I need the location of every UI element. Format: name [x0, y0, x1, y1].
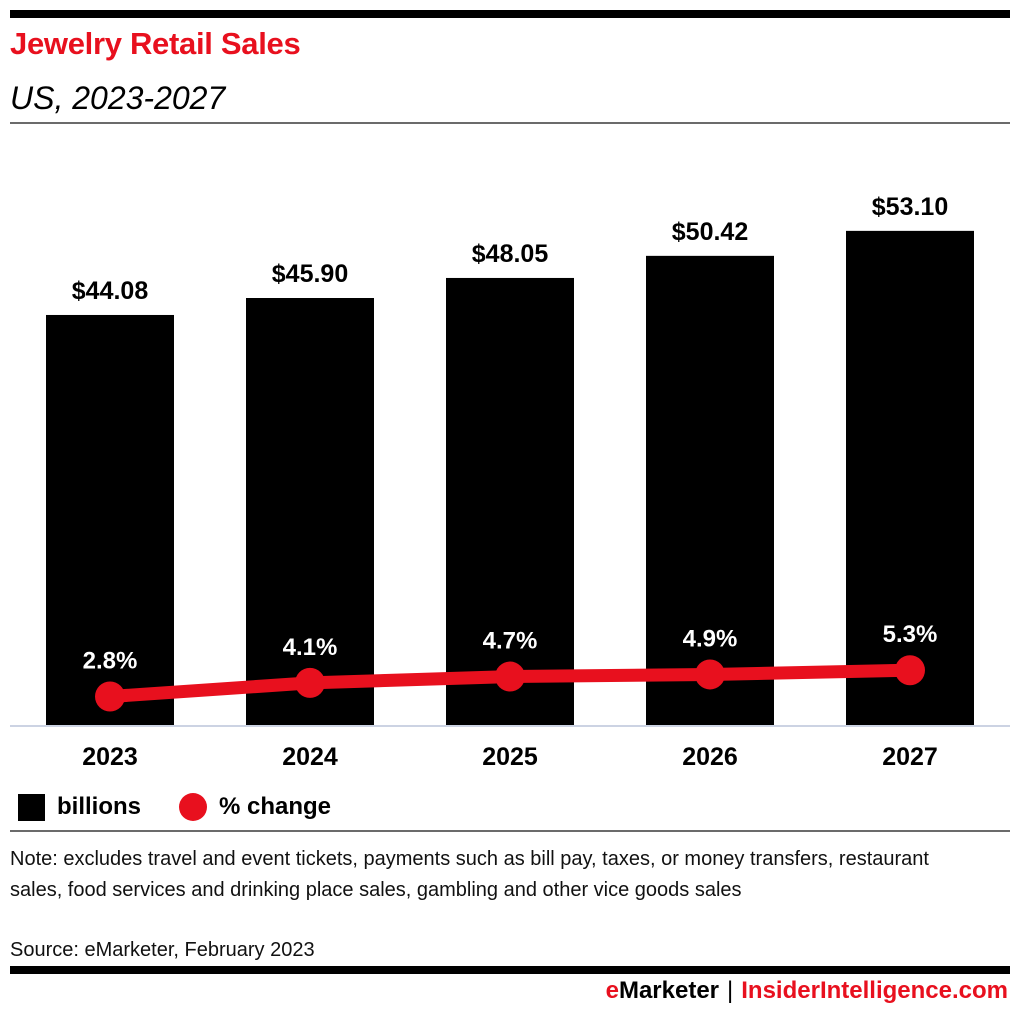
chart-title: Jewelry Retail Sales	[10, 26, 301, 61]
pct-label-2024: 4.1%	[283, 634, 338, 661]
bottom-rule	[10, 966, 1010, 974]
pct-point-2027	[895, 655, 925, 686]
legend-rule	[10, 830, 1010, 832]
legend: billions % change	[18, 791, 369, 823]
pct-line-segment-2025-2026	[503, 667, 717, 684]
brand-separator: |	[727, 977, 734, 1004]
x-tick-label-2023: 2023	[82, 743, 138, 771]
pct-label-2023: 2.8%	[83, 648, 138, 675]
pct-point-2025	[495, 661, 525, 692]
subtitle-rule	[10, 122, 1010, 124]
bar-value-label-2025: $48.05	[472, 240, 549, 268]
labels-layer: $44.08 2023 $45.90 2024 $48.05 2025 $50.42 2026…	[72, 193, 948, 771]
brand-e: e	[605, 977, 619, 1004]
brand-footer: eMarketer | InsiderIntelligence.com	[606, 977, 1008, 1005]
pct-point-2023	[95, 681, 125, 712]
legend-swatch-billions	[18, 793, 45, 821]
pct-line-segment-2026-2027	[703, 663, 917, 681]
bars-layer	[46, 230, 974, 726]
x-tick-label-2026: 2026	[682, 743, 738, 771]
bar-2023	[46, 314, 174, 726]
bar-2027	[846, 230, 974, 726]
brand-marketer: Marketer	[618, 977, 720, 1004]
bar-2026	[646, 255, 774, 726]
bar-2024	[246, 298, 374, 726]
x-tick-label-2024: 2024	[282, 743, 338, 771]
pct-line-segment-2023-2024	[103, 676, 317, 704]
legend-swatch-pct-change	[179, 793, 207, 821]
x-tick-label-2025: 2025	[482, 743, 538, 771]
pct-label-2026: 4.9%	[683, 625, 738, 652]
bar-value-label-2027: $53.10	[872, 193, 948, 221]
chart-subtitle: US, 2023-2027	[10, 80, 226, 116]
footnote: Note: excludes travel and event tickets,…	[10, 848, 929, 901]
brand-site-link[interactable]: InsiderIntelligence.com	[741, 977, 1008, 1004]
chart-canvas: $44.08 2023 $45.90 2024 $48.05 2025 $50.42 2026…	[10, 193, 1010, 771]
pct-point-2026	[695, 659, 725, 690]
pct-line-segment-2024-2025	[303, 670, 517, 690]
legend-label-billions: billions	[57, 793, 141, 820]
pct-label-2027: 5.3%	[883, 621, 938, 648]
x-tick-label-2027: 2027	[882, 743, 938, 771]
pct-line-layer	[95, 655, 925, 712]
top-rule	[10, 10, 1010, 18]
bar-2025	[446, 277, 574, 726]
legend-label-pct-change: % change	[219, 793, 332, 820]
pct-label-2025: 4.7%	[483, 628, 538, 655]
source-line: Source: eMarketer, February 2023	[10, 939, 315, 961]
bar-value-label-2024: $45.90	[272, 260, 348, 288]
bar-value-label-2023: $44.08	[72, 277, 149, 305]
pct-point-2024	[295, 667, 325, 698]
bar-value-label-2026: $50.42	[672, 218, 748, 246]
